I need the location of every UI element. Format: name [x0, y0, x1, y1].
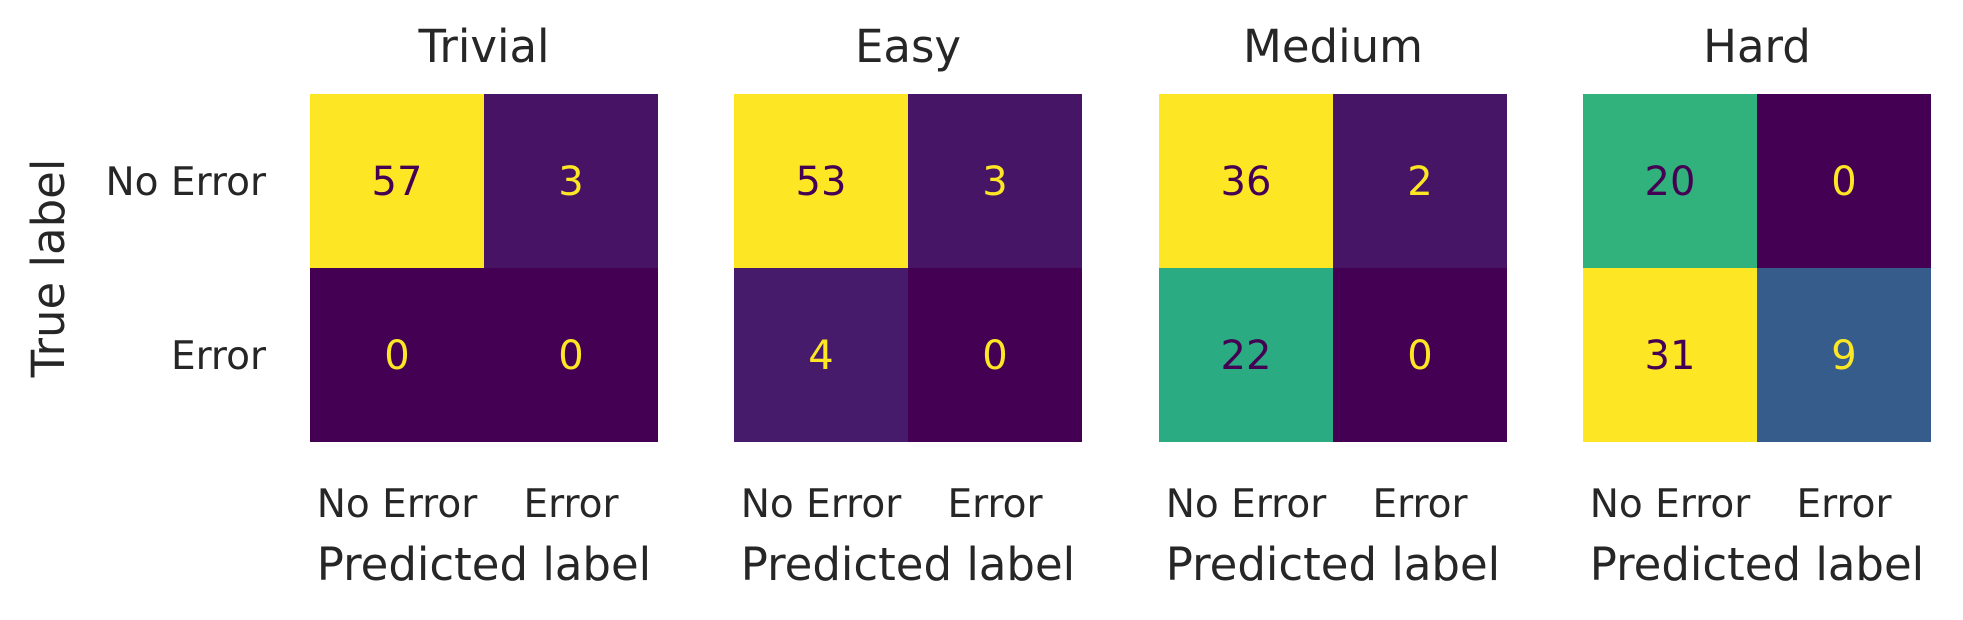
cell-label-trivial-r0-c1: 3 [558, 159, 583, 205]
cell-medium-r1-c1 [1333, 268, 1507, 442]
x-tick-label-easy-1: Error [947, 482, 1043, 527]
x-tick-label-easy-0: No Error [741, 482, 902, 527]
cell-label-hard-r1-c0: 31 [1645, 333, 1696, 379]
cell-easy-r0-c1 [908, 94, 1082, 268]
x-tick-label-hard-1: Error [1796, 482, 1892, 527]
y-tick-label-1: Error [171, 334, 267, 379]
x-tick-label-trivial-1: Error [523, 482, 619, 527]
x-tick-label-medium-0: No Error [1166, 482, 1327, 527]
cell-label-medium-r1-c0: 22 [1221, 333, 1272, 379]
cell-trivial-r1-c1 [484, 268, 658, 442]
cell-hard-r0-c1 [1757, 94, 1931, 268]
cell-label-easy-r1-c0: 4 [808, 333, 833, 379]
cell-hard-r1-c1 [1757, 268, 1931, 442]
cell-easy-r1-c1 [908, 268, 1082, 442]
cell-label-hard-r0-c1: 0 [1831, 159, 1856, 205]
cell-label-trivial-r1-c1: 0 [558, 333, 583, 379]
x-axis-label-easy: Predicted label [741, 538, 1075, 591]
x-tick-label-hard-0: No Error [1590, 482, 1751, 527]
y-axis-label: True label [22, 159, 75, 379]
cell-easy-r0-c0 [734, 94, 908, 268]
x-axis-label-hard: Predicted label [1590, 538, 1924, 591]
cell-medium-r0-c0 [1159, 94, 1333, 268]
x-tick-label-medium-1: Error [1372, 482, 1468, 527]
cell-label-hard-r1-c1: 9 [1831, 333, 1856, 379]
panel-title-trivial: Trivial [417, 20, 549, 73]
panel-title-hard: Hard [1703, 20, 1811, 73]
cell-medium-r0-c1 [1333, 94, 1507, 268]
x-axis-label-medium: Predicted label [1166, 538, 1500, 591]
x-tick-label-trivial-0: No Error [317, 482, 478, 527]
cell-hard-r1-c0 [1583, 268, 1757, 442]
cell-label-trivial-r0-c0: 57 [372, 159, 423, 205]
cell-label-easy-r0-c0: 53 [796, 159, 847, 205]
cell-label-trivial-r1-c0: 0 [384, 333, 409, 379]
y-tick-label-0: No Error [106, 160, 267, 205]
cell-easy-r1-c0 [734, 268, 908, 442]
cell-label-hard-r0-c0: 20 [1645, 159, 1696, 205]
panel-title-easy: Easy [855, 20, 961, 73]
x-axis-label-trivial: Predicted label [317, 538, 651, 591]
cell-medium-r1-c0 [1159, 268, 1333, 442]
cell-label-easy-r1-c1: 0 [982, 333, 1007, 379]
cell-label-medium-r1-c1: 0 [1407, 333, 1432, 379]
cell-hard-r0-c0 [1583, 94, 1757, 268]
cell-label-medium-r0-c0: 36 [1221, 159, 1272, 205]
cell-label-medium-r0-c1: 2 [1407, 159, 1432, 205]
panel-title-medium: Medium [1243, 20, 1423, 73]
cell-label-easy-r0-c1: 3 [982, 159, 1007, 205]
cell-trivial-r0-c0 [310, 94, 484, 268]
cell-trivial-r1-c0 [310, 268, 484, 442]
cell-trivial-r0-c1 [484, 94, 658, 268]
